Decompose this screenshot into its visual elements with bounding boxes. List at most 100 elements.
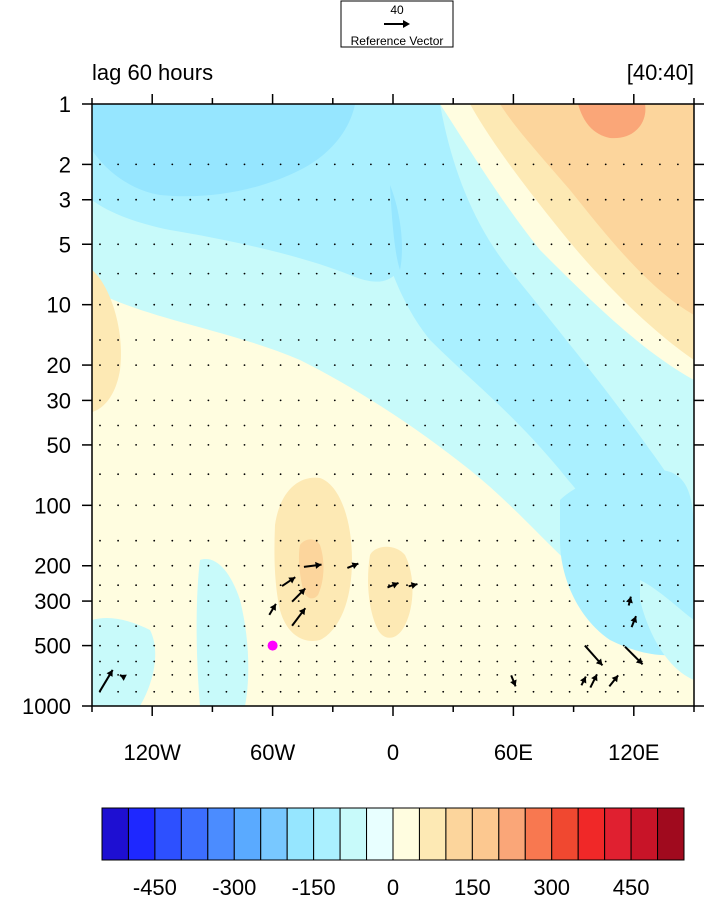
vector-dot xyxy=(117,303,119,306)
vector-dot xyxy=(153,690,156,693)
vector-dot xyxy=(171,504,174,507)
vector-dot xyxy=(279,644,282,647)
contour-positive-core-west xyxy=(298,539,324,599)
vector-dot xyxy=(604,584,607,587)
vector-dot xyxy=(189,584,192,587)
vector-dot xyxy=(117,504,119,507)
vector-dot xyxy=(532,473,535,476)
x-tick-label: 120W xyxy=(123,740,181,765)
vector-dot xyxy=(279,272,282,275)
vector-dot xyxy=(532,564,535,567)
vector-dot xyxy=(171,600,174,602)
vector-dot xyxy=(207,163,210,166)
vector-dot xyxy=(279,424,282,427)
vector-dot xyxy=(243,364,246,366)
vector-dot xyxy=(478,339,481,341)
vector-dot xyxy=(171,444,174,446)
vector-dot xyxy=(532,399,535,402)
vector-dot xyxy=(333,674,336,676)
vector-dot xyxy=(333,272,336,275)
wind-vector-arrow xyxy=(291,587,306,603)
vector-dot xyxy=(370,243,372,246)
vector-dot xyxy=(586,424,589,427)
colorbar-swatch xyxy=(524,807,553,861)
vector-dot xyxy=(279,600,282,602)
vector-dot xyxy=(496,163,499,166)
y-axis: 1 2 3 5 10 20 30 50 100 200 300 500 1000 xyxy=(22,92,704,719)
vector-dot xyxy=(243,399,246,402)
vector-dot xyxy=(406,625,408,627)
vector-dot xyxy=(550,399,553,402)
vector-dot xyxy=(496,625,499,627)
vector-dot xyxy=(225,564,228,567)
vector-dot xyxy=(532,690,535,693)
vector-dot xyxy=(315,473,318,476)
y-tick-label: 100 xyxy=(34,493,71,518)
vector-dot xyxy=(586,399,589,402)
vector-dot xyxy=(135,504,138,507)
vector-dot xyxy=(677,163,679,166)
vector-dot xyxy=(243,600,246,602)
vector-dot xyxy=(604,564,607,567)
vector-dot xyxy=(640,473,643,476)
vector-dot xyxy=(640,674,643,676)
vector-dot xyxy=(352,644,354,647)
vector-dot xyxy=(388,539,390,542)
vector-dot xyxy=(514,243,517,246)
vector-dot xyxy=(677,564,679,567)
vector-dot xyxy=(225,339,228,341)
vector-dot xyxy=(352,539,354,542)
vector-dot xyxy=(388,625,390,627)
colorbar-swatch xyxy=(207,807,235,861)
vector-dot xyxy=(586,564,589,567)
vector-dot xyxy=(406,674,408,676)
wind-vector-arrow xyxy=(291,607,307,627)
vector-dot xyxy=(225,424,228,427)
vector-dot xyxy=(352,163,354,166)
vector-dot xyxy=(640,339,643,341)
vector-dot xyxy=(442,444,445,446)
vector-dot xyxy=(352,444,354,446)
vector-dot xyxy=(532,644,535,647)
vector-dot xyxy=(297,444,300,446)
vector-dot xyxy=(622,600,625,602)
vector-dot xyxy=(406,473,408,476)
vector-dot xyxy=(406,399,408,402)
vector-dot xyxy=(514,564,517,567)
vector-dot xyxy=(586,690,589,693)
vector-dot xyxy=(207,584,210,587)
vector-dot xyxy=(568,564,571,567)
vector-dot xyxy=(297,660,300,663)
vector-dot xyxy=(189,243,192,246)
vector-dot xyxy=(424,600,426,602)
vector-dot xyxy=(388,644,390,647)
title-right: [40:40] xyxy=(627,60,694,85)
vector-dot xyxy=(243,690,246,693)
vector-dot xyxy=(550,444,553,446)
vector-dot xyxy=(496,303,499,306)
vector-dot xyxy=(333,198,336,201)
vector-dot xyxy=(352,600,354,602)
vector-dot xyxy=(640,163,643,166)
vector-dot xyxy=(207,539,210,542)
vector-dot xyxy=(677,444,679,446)
vector-dot xyxy=(659,539,661,542)
vector-dot xyxy=(243,303,246,306)
vector-dot xyxy=(622,504,625,507)
vector-dot xyxy=(243,564,246,567)
vector-dot xyxy=(659,600,661,602)
vector-dot xyxy=(532,539,535,542)
vector-dot xyxy=(153,625,156,627)
vector-dot xyxy=(677,690,679,693)
vector-dot xyxy=(568,600,571,602)
colorbar-label: -150 xyxy=(292,875,336,898)
vector-dot xyxy=(135,584,138,587)
vector-dot xyxy=(532,625,535,627)
vector-dot xyxy=(604,690,607,693)
vector-dot xyxy=(604,660,607,663)
vector-dot xyxy=(388,399,390,402)
vector-dot xyxy=(388,163,390,166)
vector-dot xyxy=(333,163,336,166)
vector-dot xyxy=(640,539,643,542)
vector-dot xyxy=(315,625,318,627)
